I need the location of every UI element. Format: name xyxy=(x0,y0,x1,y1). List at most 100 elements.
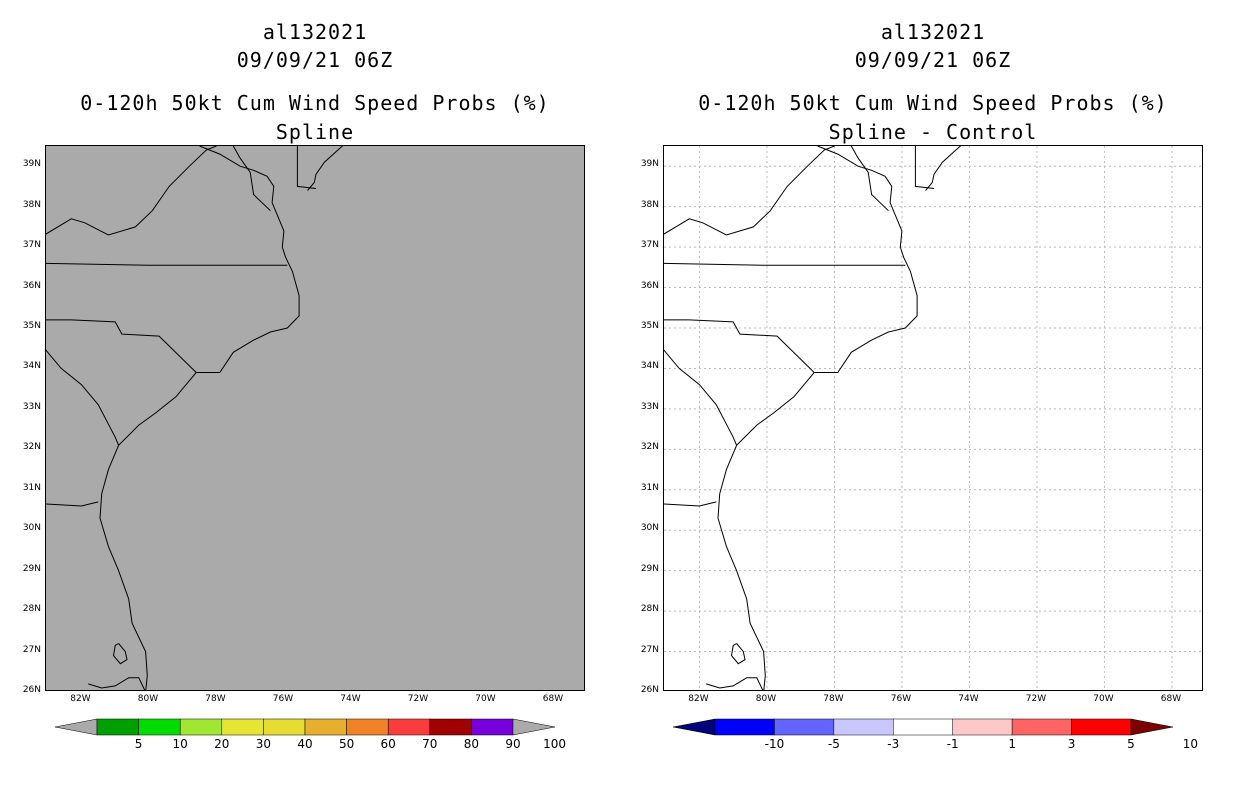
lat-tick-label: 26N xyxy=(22,685,41,695)
lat-tick-label: 32N xyxy=(640,442,659,453)
state-border-va-nc xyxy=(664,262,906,266)
left-title-date: 09/09/21 06Z xyxy=(236,48,394,72)
colorbar-label: 90 xyxy=(505,737,521,751)
left-title-storm: al132021 xyxy=(262,20,368,44)
lat-tick-label: 27N xyxy=(640,644,659,655)
lat-tick-label: 26N xyxy=(640,685,659,695)
state-border-fl-ga xyxy=(664,501,717,507)
state-border-sc-ga xyxy=(46,349,120,446)
colorbar-swatch xyxy=(1011,718,1072,736)
coastline xyxy=(99,146,300,690)
right-title-date: 09/09/21 06Z xyxy=(854,48,1012,72)
lat-tick-label: 31N xyxy=(640,482,659,493)
state-border-sc-ga xyxy=(664,349,738,446)
colorbar-label: -10 xyxy=(764,737,785,751)
state-border-nc-sc xyxy=(46,319,197,373)
lon-tick-label: 72W xyxy=(1025,694,1047,704)
lat-tick-label: 31N xyxy=(22,482,41,493)
colorbar-label: 60 xyxy=(380,737,396,751)
colorbar-label: 5 xyxy=(1127,737,1135,751)
right-map xyxy=(663,145,1203,691)
lat-tick-label: 38N xyxy=(22,199,41,210)
colorbar-swatch xyxy=(429,718,472,736)
lon-tick-label: 68W xyxy=(542,694,564,704)
coastline xyxy=(717,146,918,690)
colorbar-label: 50 xyxy=(338,737,355,751)
colorbar-label: -1 xyxy=(946,737,959,751)
colorbar-swatch xyxy=(471,718,514,736)
lat-tick-label: 33N xyxy=(640,401,659,412)
colorbar-swatch xyxy=(387,718,431,736)
colorbar-label: -5 xyxy=(827,737,840,751)
left-title-method: Spline xyxy=(275,120,355,144)
colorbar-swatch xyxy=(138,718,181,736)
lake-okeechobee xyxy=(112,643,128,665)
coastline-northeast xyxy=(307,146,344,191)
state-border-wv-va xyxy=(664,146,835,236)
state-border-fl-ga xyxy=(46,501,99,507)
lon-tick-label: 78W xyxy=(205,694,226,704)
colorbar-swatch xyxy=(179,718,223,736)
colorbar-label: 10 xyxy=(172,737,188,751)
right-title-storm: al132021 xyxy=(880,20,986,44)
colorbar-label: 20 xyxy=(214,737,230,751)
lat-tick-label: 28N xyxy=(640,604,659,615)
colorbar-swatch xyxy=(1071,718,1132,736)
colorbar-swatch xyxy=(714,718,775,736)
colorbar-swatch xyxy=(304,718,347,736)
lon-tick-label: 80W xyxy=(137,694,159,704)
colorbar-swatch xyxy=(263,718,306,736)
lat-tick-label: 36N xyxy=(640,280,659,291)
lat-tick-label: 30N xyxy=(640,523,659,534)
lat-tick-label: 35N xyxy=(640,321,659,331)
colorbar-swatch xyxy=(952,718,1013,736)
lat-tick-label: 39N xyxy=(640,159,659,170)
lat-tick-label: 33N xyxy=(22,401,41,412)
colorbar-swatch xyxy=(96,718,139,736)
colorbar-under-arrow xyxy=(55,718,98,736)
left-map xyxy=(45,145,585,691)
lake-okeechobee xyxy=(730,643,746,665)
colorbar-over-arrow xyxy=(1130,718,1173,736)
colorbar-label: 80 xyxy=(463,737,480,751)
colorbar-label: -3 xyxy=(887,737,900,751)
colorbar-swatch xyxy=(893,718,953,736)
lat-tick-label: 34N xyxy=(22,361,41,372)
colorbar-label: 3 xyxy=(1067,737,1076,751)
lon-tick-label: 72W xyxy=(407,694,429,704)
right-title-method: Spline - Control xyxy=(828,120,1038,144)
right-title-product: 0-120h 50kt Cum Wind Speed Probs (%) xyxy=(698,91,1168,115)
lat-tick-label: 28N xyxy=(22,604,41,615)
lon-tick-label: 80W xyxy=(755,694,777,704)
colorbar-label: 5 xyxy=(134,737,143,751)
lon-tick-label: 74W xyxy=(958,694,979,704)
colorbar-label: 10 xyxy=(1182,737,1199,751)
lon-tick-label: 74W xyxy=(340,694,361,704)
lon-tick-label: 82W xyxy=(688,694,709,704)
state-border-wv-va xyxy=(46,146,217,236)
lat-tick-label: 30N xyxy=(22,523,41,534)
left-title-product: 0-120h 50kt Cum Wind Speed Probs (%) xyxy=(80,91,550,115)
colorbar-label: 30 xyxy=(255,737,272,751)
lat-tick-label: 39N xyxy=(22,159,41,170)
lon-tick-label: 70W xyxy=(1093,694,1114,704)
lat-tick-label: 34N xyxy=(640,361,659,372)
colorbar-swatch xyxy=(346,718,389,736)
state-border-va-nc xyxy=(46,262,288,266)
lat-tick-label: 36N xyxy=(22,280,41,291)
lat-tick-label: 37N xyxy=(22,240,41,251)
lat-tick-label: 29N xyxy=(640,563,659,574)
state-border-delmarva xyxy=(296,146,317,189)
map-canvas xyxy=(46,146,344,690)
lon-tick-label: 82W xyxy=(70,694,91,704)
colorbar-swatch xyxy=(221,718,264,736)
left-colorbar xyxy=(55,718,555,736)
lon-tick-label: 76W xyxy=(890,694,912,704)
lon-tick-label: 76W xyxy=(272,694,294,704)
lon-tick-label: 78W xyxy=(823,694,844,704)
colorbar-swatch xyxy=(774,718,835,736)
lat-tick-label: 32N xyxy=(22,442,41,453)
florida-bay xyxy=(706,677,764,690)
coastline-northeast xyxy=(925,146,962,191)
state-border-md-va xyxy=(850,146,889,212)
